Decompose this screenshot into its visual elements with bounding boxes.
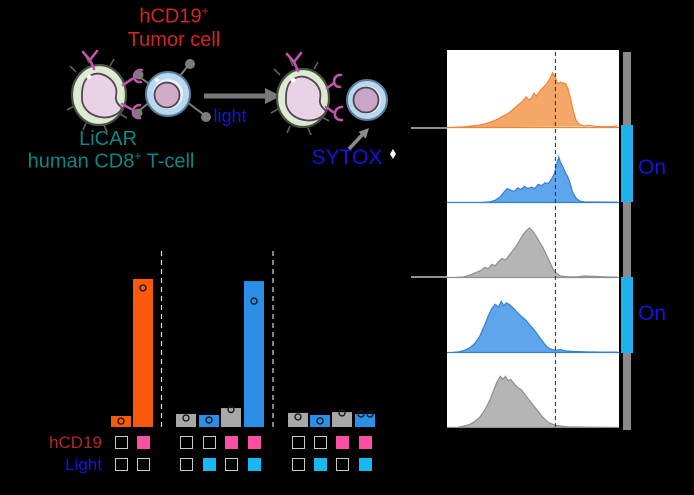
cd8-tcell-label: human CD8+ T-cell <box>27 149 195 173</box>
histogram-outline-row-4 <box>452 300 618 354</box>
condition-label-light: Light <box>65 455 102 474</box>
hcd19-checkbox-checked <box>224 436 238 449</box>
light-checkbox-unchecked <box>136 458 150 471</box>
reaction-arrow-icon <box>204 88 281 104</box>
bar-chart <box>111 251 375 429</box>
light-state-segment-off <box>623 52 631 125</box>
gate-on-label-2: On <box>638 302 667 325</box>
sparkle-icon <box>390 149 396 159</box>
connector-line-bottom <box>411 276 448 278</box>
histogram-outline-row-2 <box>481 155 618 204</box>
gate-on-label-1: On <box>638 156 667 179</box>
connector-line-top <box>411 127 448 129</box>
light-label: light <box>213 106 247 126</box>
car-receptor-icon <box>81 49 144 120</box>
hcd19-checkbox-checked <box>335 436 349 449</box>
replicate-dot <box>205 416 213 424</box>
light-state-segment-off <box>623 353 631 430</box>
hcd19-text: hCD19 <box>139 5 202 28</box>
replicate-dot <box>182 414 190 422</box>
bar-chart-bar <box>111 416 131 427</box>
histogram-panel <box>447 50 619 428</box>
bar-chart-bar <box>244 281 264 427</box>
replicate-dot <box>338 409 346 417</box>
light-checkbox-unchecked <box>224 458 238 471</box>
sytox-pointer-arrow-icon <box>347 128 369 151</box>
sytox-stained-nucleus <box>352 86 380 114</box>
hcd19-checkbox-unchecked <box>114 436 128 449</box>
histogram-fill-row-4 <box>452 301 618 353</box>
light-checkbox-unchecked <box>335 458 349 471</box>
t-cell-left <box>66 49 144 133</box>
hcd19-checkbox-unchecked <box>202 436 216 449</box>
replicate-dot <box>250 297 258 305</box>
bar-chart-bar <box>221 408 241 427</box>
histogram-outline-row-5 <box>457 375 618 428</box>
membrane-spikes <box>66 55 128 133</box>
light-checkbox-checked <box>202 458 216 471</box>
t-cell-right <box>270 51 344 136</box>
replicate-dot <box>366 410 374 418</box>
light-state-segment-on <box>621 277 633 353</box>
licar-label: LiCAR <box>79 128 137 150</box>
tumor-cell-label-line2: Tumor cell <box>127 29 221 51</box>
hcd19-checkbox-unchecked <box>179 436 193 449</box>
bar-chart-bar <box>332 412 352 427</box>
cell-highlight <box>86 74 92 80</box>
bar-chart-bar <box>199 415 219 427</box>
hcd19-checkbox-unchecked <box>291 436 305 449</box>
histogram-outline-row-1 <box>450 71 618 129</box>
light-checkbox-unchecked <box>114 458 128 471</box>
tumor-cell-label-line1: hCD19+ <box>94 4 254 29</box>
replicate-dot <box>316 417 324 425</box>
light-checkbox-checked <box>313 458 327 471</box>
hcd19-checkbox-checked <box>247 436 261 449</box>
nucleus <box>153 81 181 109</box>
plus-superscript: + <box>201 4 209 18</box>
light-state-segment-on <box>621 125 633 202</box>
sytox-label: SYTOX <box>311 146 383 169</box>
replicate-dot <box>357 410 365 418</box>
cd19-antigen-icon <box>133 59 211 122</box>
car-receptor-icon <box>285 51 344 122</box>
light-state-segment-off <box>623 202 631 277</box>
cell-diagram <box>66 49 396 159</box>
replicate-dot <box>227 405 235 414</box>
light-checkbox-checked <box>358 458 372 471</box>
histogram-fill-row-1 <box>450 72 618 128</box>
nucleus <box>81 72 124 119</box>
light-checkbox-unchecked <box>291 458 305 471</box>
replicate-dot <box>294 413 302 421</box>
bar-chart-bar <box>310 415 330 427</box>
histogram-outline-row-3 <box>455 227 618 279</box>
replicate-dot <box>139 284 147 292</box>
light-checkbox-unchecked <box>179 458 193 471</box>
hcd19-checkbox-checked <box>136 436 150 449</box>
bar-chart-bar <box>133 279 153 427</box>
condition-label-hcd19: hCD19 <box>49 433 102 452</box>
replicate-dot <box>117 417 125 425</box>
histogram-fill-row-2 <box>481 157 618 203</box>
hcd19-checkbox-checked <box>358 436 372 449</box>
tumor-cell-right <box>346 79 388 121</box>
light-checkbox-checked <box>247 458 261 471</box>
histogram-fill-row-5 <box>457 376 618 428</box>
tumor-cell-left <box>133 59 211 122</box>
hcd19-checkbox-unchecked <box>313 436 327 449</box>
